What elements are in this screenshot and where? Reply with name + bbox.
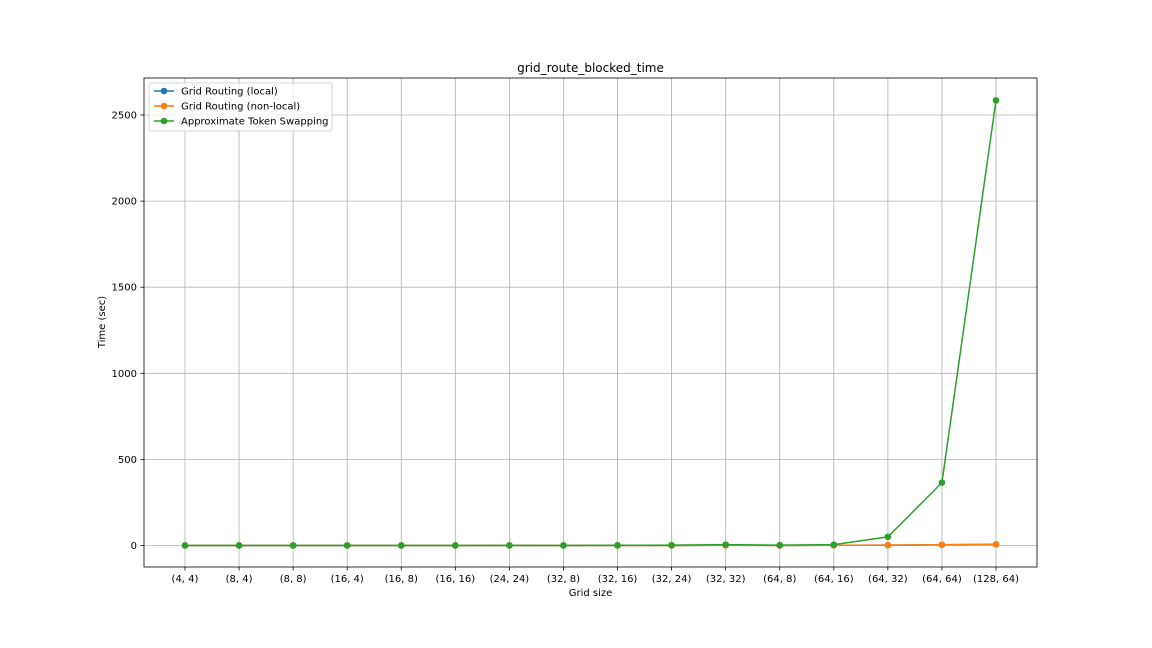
x-tick-label: (16, 16) (436, 574, 476, 585)
x-tick-label: (32, 24) (652, 574, 692, 585)
legend-marker (160, 117, 168, 125)
grid-lines (144, 78, 1037, 567)
x-tick-label: (64, 16) (814, 574, 854, 585)
series-group (181, 97, 1000, 549)
legend: Grid Routing (local) Grid Routing (non-lo… (148, 82, 333, 132)
x-axis-label: Grid size (569, 588, 613, 599)
data-point (181, 542, 189, 549)
x-tick-label: (32, 16) (598, 574, 638, 585)
data-point (397, 542, 405, 549)
x-tick-label: (4, 4) (172, 574, 199, 585)
data-point (289, 542, 297, 549)
y-axis-ticks: 0 500 1000 1500 2000 2500 (112, 111, 144, 552)
data-point (938, 541, 946, 549)
data-point (614, 542, 621, 549)
data-point (722, 541, 729, 548)
y-tick-label: 500 (118, 455, 137, 466)
data-point (884, 533, 892, 541)
y-tick-label: 0 (131, 541, 137, 552)
data-point (938, 479, 946, 486)
legend-label: Grid Routing (local) (181, 87, 278, 98)
series-2 (181, 97, 1000, 549)
x-tick-label: (16, 8) (385, 574, 418, 585)
legend-item: Grid Routing (non-local) (154, 102, 300, 113)
y-axis-label: Time (sec) (97, 296, 108, 349)
chart-title: grid_route_blocked_time (517, 61, 664, 75)
data-point (343, 542, 351, 549)
data-point (884, 541, 892, 549)
data-point (992, 540, 1000, 548)
data-point (992, 97, 1000, 104)
y-tick-label: 2500 (112, 111, 137, 122)
x-axis-ticks: (4, 4) (8, 4) (8, 8) (16, 4) (16, 8) (16, 16)… (172, 567, 1019, 585)
legend-box (148, 82, 333, 132)
x-tick-label: (32, 32) (706, 574, 746, 585)
x-tick-label: (64, 32) (868, 574, 908, 585)
x-tick-label: (8, 4) (226, 574, 253, 585)
legend-item: Grid Routing (local) (154, 87, 278, 98)
x-tick-label: (16, 4) (331, 574, 364, 585)
data-point (560, 542, 567, 549)
data-point (668, 541, 675, 549)
y-tick-label: 1500 (112, 283, 137, 294)
x-tick-label: (64, 8) (763, 574, 796, 585)
x-tick-label: (24, 24) (490, 574, 530, 585)
y-tick-label: 1000 (112, 369, 137, 380)
legend-marker (160, 87, 168, 95)
x-tick-label: (32, 8) (547, 574, 580, 585)
series-line (185, 100, 997, 547)
legend-item: Approximate Token Swapping (154, 117, 329, 128)
plot-frame (143, 77, 1038, 568)
x-tick-label: (8, 8) (280, 574, 307, 585)
data-point (506, 542, 513, 549)
y-tick-label: 2000 (112, 197, 137, 208)
data-point (776, 541, 784, 549)
x-tick-label: (128, 64) (973, 574, 1019, 585)
legend-label: Approximate Token Swapping (181, 117, 329, 128)
data-point (830, 541, 838, 548)
legend-marker (160, 102, 168, 110)
data-point (452, 542, 459, 549)
legend-label: Grid Routing (non-local) (181, 102, 300, 113)
x-tick-label: (64, 64) (922, 574, 962, 585)
data-point (235, 542, 243, 549)
